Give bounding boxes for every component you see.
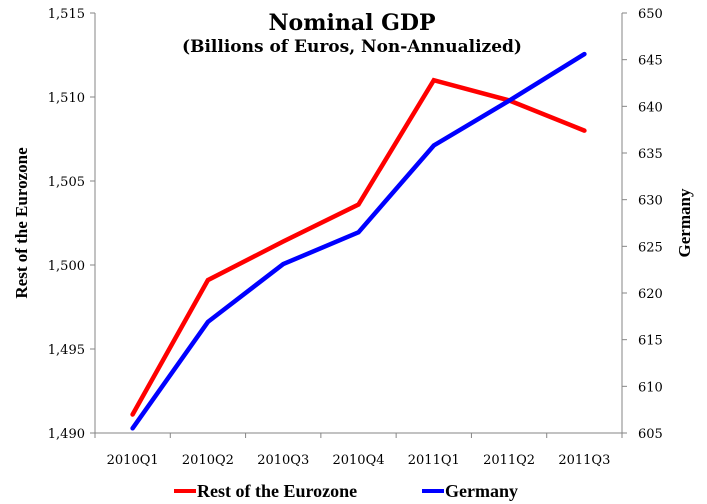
x-tick-label: 2010Q2 (182, 453, 234, 468)
series-layer (130, 51, 587, 431)
x-tick-label: 2010Q1 (107, 453, 159, 468)
legend-label-germany: Germany (445, 481, 518, 501)
axes (94, 13, 623, 434)
right-tick-label: 635 (638, 147, 663, 162)
legend: Rest of the Eurozone Germany (174, 481, 518, 501)
right-tick-label: 605 (638, 427, 663, 442)
chart-subtitle: (Billions of Euros, Non-Annualized) (182, 37, 522, 57)
legend-label-rest-of-eurozone: Rest of the Eurozone (197, 481, 357, 501)
right-tick-label: 630 (638, 194, 663, 209)
x-tick-label: 2010Q3 (257, 453, 309, 468)
x-axis-ticks: 2010Q1 2010Q2 2010Q3 2010Q4 2011Q1 2011Q2 2011… (94, 433, 623, 468)
left-tick-label: 1,510 (48, 91, 85, 106)
right-tick-label: 625 (638, 240, 663, 255)
right-tick-label: 650 (638, 7, 663, 22)
x-tick-label: 2011Q3 (558, 453, 610, 468)
chart-title: Nominal GDP (268, 10, 435, 36)
right-tick-label: 610 (638, 380, 663, 395)
right-tick-label: 645 (638, 54, 663, 69)
series-line-rest-of-the-eurozone (130, 77, 587, 417)
right-axis-title: Germany (675, 188, 694, 257)
left-axis-title: Rest of the Eurozone (12, 147, 31, 299)
right-tick-label: 620 (638, 287, 663, 302)
x-tick-label: 2011Q2 (483, 453, 535, 468)
left-tick-label: 1,515 (48, 7, 85, 22)
series-line-germany (130, 51, 587, 431)
left-tick-label: 1,495 (48, 343, 85, 358)
right-tick-label: 615 (638, 334, 663, 349)
left-tick-label: 1,505 (48, 175, 85, 190)
left-y-axis-ticks: 1,490 1,495 1,500 1,505 1,510 1,515 (48, 7, 95, 442)
x-tick-label: 2010Q4 (332, 453, 384, 468)
right-y-axis-ticks: 605 610 615 620 625 630 635 640 645 650 (622, 7, 663, 442)
right-tick-label: 640 (638, 100, 663, 115)
left-tick-label: 1,500 (48, 259, 85, 274)
left-tick-label: 1,490 (48, 427, 85, 442)
x-tick-label: 2011Q1 (408, 453, 460, 468)
